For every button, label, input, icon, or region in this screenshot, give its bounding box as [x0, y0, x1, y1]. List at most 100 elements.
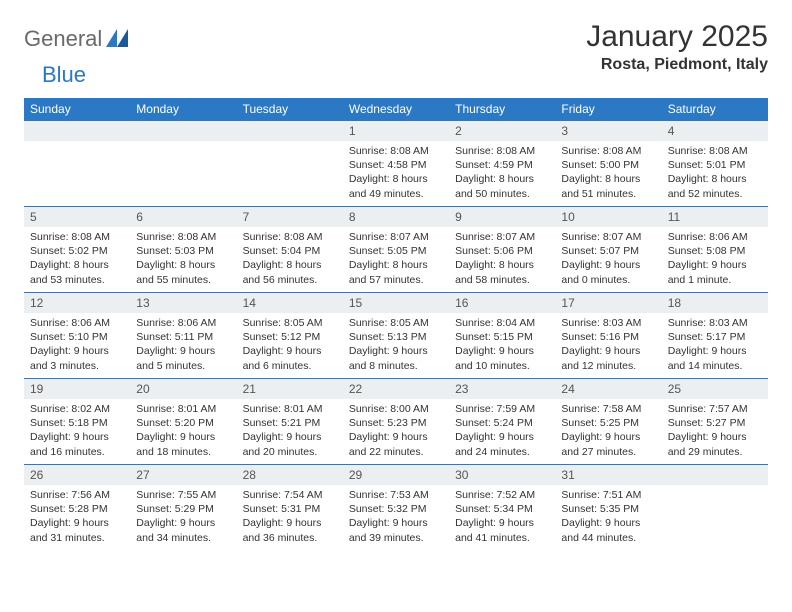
calendar-cell: 3Sunrise: 8:08 AMSunset: 5:00 PMDaylight… — [555, 120, 661, 206]
calendar-cell: 23Sunrise: 7:59 AMSunset: 5:24 PMDayligh… — [449, 378, 555, 464]
day-body: Sunrise: 7:56 AMSunset: 5:28 PMDaylight:… — [24, 485, 130, 547]
calendar-cell: 27Sunrise: 7:55 AMSunset: 5:29 PMDayligh… — [130, 464, 236, 550]
month-title: January 2025 — [586, 20, 768, 54]
day-body: Sunrise: 8:00 AMSunset: 5:23 PMDaylight:… — [343, 399, 449, 461]
day-body: Sunrise: 8:04 AMSunset: 5:15 PMDaylight:… — [449, 313, 555, 375]
calendar-cell: 11Sunrise: 8:06 AMSunset: 5:08 PMDayligh… — [662, 206, 768, 292]
calendar-cell: 5Sunrise: 8:08 AMSunset: 5:02 PMDaylight… — [24, 206, 130, 292]
day-number: 27 — [130, 464, 236, 485]
day-body: Sunrise: 8:06 AMSunset: 5:10 PMDaylight:… — [24, 313, 130, 375]
calendar-cell: 17Sunrise: 8:03 AMSunset: 5:16 PMDayligh… — [555, 292, 661, 378]
weekday-header: Friday — [555, 98, 661, 120]
calendar-cell — [24, 120, 130, 206]
day-body: Sunrise: 8:01 AMSunset: 5:21 PMDaylight:… — [237, 399, 343, 461]
day-body: Sunrise: 8:03 AMSunset: 5:17 PMDaylight:… — [662, 313, 768, 375]
day-body: Sunrise: 8:07 AMSunset: 5:05 PMDaylight:… — [343, 227, 449, 289]
calendar-cell: 14Sunrise: 8:05 AMSunset: 5:12 PMDayligh… — [237, 292, 343, 378]
calendar-cell: 20Sunrise: 8:01 AMSunset: 5:20 PMDayligh… — [130, 378, 236, 464]
day-number: 9 — [449, 206, 555, 227]
day-number: 18 — [662, 292, 768, 313]
day-number: 14 — [237, 292, 343, 313]
day-body: Sunrise: 8:06 AMSunset: 5:08 PMDaylight:… — [662, 227, 768, 289]
calendar-cell: 26Sunrise: 7:56 AMSunset: 5:28 PMDayligh… — [24, 464, 130, 550]
calendar-cell: 31Sunrise: 7:51 AMSunset: 5:35 PMDayligh… — [555, 464, 661, 550]
day-number: 10 — [555, 206, 661, 227]
calendar-body: 1Sunrise: 8:08 AMSunset: 4:58 PMDaylight… — [24, 120, 768, 550]
calendar-cell: 30Sunrise: 7:52 AMSunset: 5:34 PMDayligh… — [449, 464, 555, 550]
day-number-empty — [237, 120, 343, 141]
day-body: Sunrise: 8:06 AMSunset: 5:11 PMDaylight:… — [130, 313, 236, 375]
day-number: 30 — [449, 464, 555, 485]
calendar-head: SundayMondayTuesdayWednesdayThursdayFrid… — [24, 98, 768, 120]
day-number: 6 — [130, 206, 236, 227]
calendar-cell: 8Sunrise: 8:07 AMSunset: 5:05 PMDaylight… — [343, 206, 449, 292]
logo-text-general: General — [24, 26, 102, 52]
calendar-cell: 24Sunrise: 7:58 AMSunset: 5:25 PMDayligh… — [555, 378, 661, 464]
day-body: Sunrise: 7:53 AMSunset: 5:32 PMDaylight:… — [343, 485, 449, 547]
calendar-page: General January 2025 Rosta, Piedmont, It… — [0, 0, 792, 550]
day-number: 2 — [449, 120, 555, 141]
calendar-cell — [662, 464, 768, 550]
calendar-cell: 18Sunrise: 8:03 AMSunset: 5:17 PMDayligh… — [662, 292, 768, 378]
logo: General — [24, 20, 130, 52]
day-number: 28 — [237, 464, 343, 485]
day-body: Sunrise: 7:59 AMSunset: 5:24 PMDaylight:… — [449, 399, 555, 461]
day-body: Sunrise: 8:01 AMSunset: 5:20 PMDaylight:… — [130, 399, 236, 461]
calendar-cell: 10Sunrise: 8:07 AMSunset: 5:07 PMDayligh… — [555, 206, 661, 292]
calendar-cell: 4Sunrise: 8:08 AMSunset: 5:01 PMDaylight… — [662, 120, 768, 206]
day-body: Sunrise: 8:08 AMSunset: 5:01 PMDaylight:… — [662, 141, 768, 203]
logo-text-blue: Blue — [42, 62, 86, 88]
day-number: 4 — [662, 120, 768, 141]
day-number: 31 — [555, 464, 661, 485]
day-number: 5 — [24, 206, 130, 227]
calendar-cell: 1Sunrise: 8:08 AMSunset: 4:58 PMDaylight… — [343, 120, 449, 206]
day-number-empty — [662, 464, 768, 485]
calendar-cell: 19Sunrise: 8:02 AMSunset: 5:18 PMDayligh… — [24, 378, 130, 464]
day-number: 23 — [449, 378, 555, 399]
day-body: Sunrise: 8:07 AMSunset: 5:06 PMDaylight:… — [449, 227, 555, 289]
day-number: 3 — [555, 120, 661, 141]
day-body: Sunrise: 7:57 AMSunset: 5:27 PMDaylight:… — [662, 399, 768, 461]
weekday-header: Sunday — [24, 98, 130, 120]
day-number: 29 — [343, 464, 449, 485]
calendar-cell: 9Sunrise: 8:07 AMSunset: 5:06 PMDaylight… — [449, 206, 555, 292]
day-number: 12 — [24, 292, 130, 313]
calendar-week: 19Sunrise: 8:02 AMSunset: 5:18 PMDayligh… — [24, 378, 768, 464]
day-number: 17 — [555, 292, 661, 313]
day-number: 22 — [343, 378, 449, 399]
day-number: 25 — [662, 378, 768, 399]
calendar-week: 26Sunrise: 7:56 AMSunset: 5:28 PMDayligh… — [24, 464, 768, 550]
day-number: 11 — [662, 206, 768, 227]
calendar-cell: 21Sunrise: 8:01 AMSunset: 5:21 PMDayligh… — [237, 378, 343, 464]
calendar-cell — [130, 120, 236, 206]
calendar-cell: 7Sunrise: 8:08 AMSunset: 5:04 PMDaylight… — [237, 206, 343, 292]
day-number-empty — [130, 120, 236, 141]
day-number: 26 — [24, 464, 130, 485]
day-body: Sunrise: 8:08 AMSunset: 4:59 PMDaylight:… — [449, 141, 555, 203]
day-number: 7 — [237, 206, 343, 227]
day-number-empty — [24, 120, 130, 141]
day-body: Sunrise: 8:08 AMSunset: 5:02 PMDaylight:… — [24, 227, 130, 289]
weekday-header: Thursday — [449, 98, 555, 120]
weekday-header: Wednesday — [343, 98, 449, 120]
day-body: Sunrise: 8:08 AMSunset: 5:04 PMDaylight:… — [237, 227, 343, 289]
day-body: Sunrise: 8:05 AMSunset: 5:12 PMDaylight:… — [237, 313, 343, 375]
calendar-table: SundayMondayTuesdayWednesdayThursdayFrid… — [24, 98, 768, 550]
day-body: Sunrise: 8:02 AMSunset: 5:18 PMDaylight:… — [24, 399, 130, 461]
day-body: Sunrise: 7:55 AMSunset: 5:29 PMDaylight:… — [130, 485, 236, 547]
calendar-cell: 25Sunrise: 7:57 AMSunset: 5:27 PMDayligh… — [662, 378, 768, 464]
day-number: 13 — [130, 292, 236, 313]
weekday-header: Tuesday — [237, 98, 343, 120]
day-number: 15 — [343, 292, 449, 313]
calendar-cell: 15Sunrise: 8:05 AMSunset: 5:13 PMDayligh… — [343, 292, 449, 378]
weekday-header: Monday — [130, 98, 236, 120]
calendar-cell: 13Sunrise: 8:06 AMSunset: 5:11 PMDayligh… — [130, 292, 236, 378]
day-number: 20 — [130, 378, 236, 399]
day-number: 8 — [343, 206, 449, 227]
calendar-week: 12Sunrise: 8:06 AMSunset: 5:10 PMDayligh… — [24, 292, 768, 378]
day-body: Sunrise: 7:58 AMSunset: 5:25 PMDaylight:… — [555, 399, 661, 461]
day-number: 24 — [555, 378, 661, 399]
day-number: 1 — [343, 120, 449, 141]
calendar-cell — [237, 120, 343, 206]
calendar-cell: 29Sunrise: 7:53 AMSunset: 5:32 PMDayligh… — [343, 464, 449, 550]
